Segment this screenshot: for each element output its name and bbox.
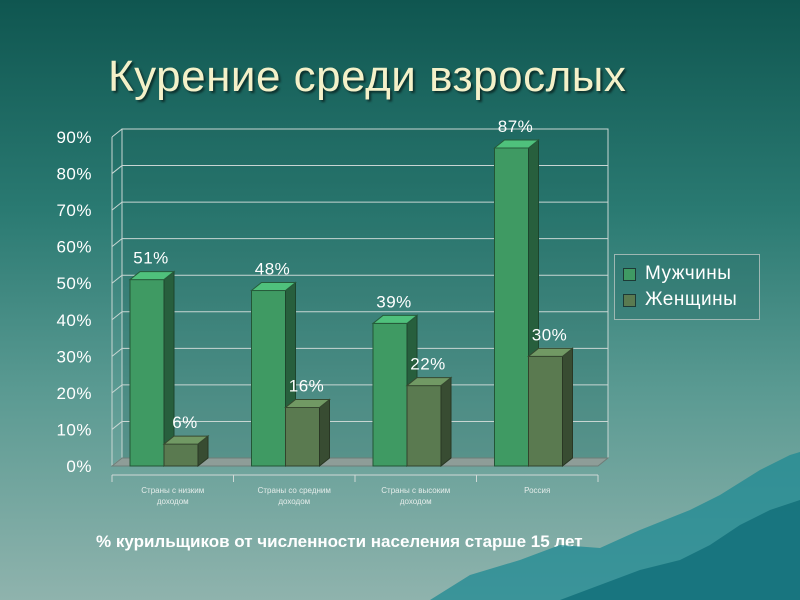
y-tick-label: 30% (56, 347, 92, 366)
y-tick-label: 40% (56, 311, 92, 330)
x-category-label-line2: доходом (278, 497, 310, 506)
legend-swatch-men (623, 267, 636, 281)
gridline-depth (111, 201, 123, 211)
bar (251, 290, 286, 467)
gridline-depth (111, 165, 123, 174)
bar-top (128, 271, 176, 281)
gridline-depth (111, 311, 123, 321)
y-tick-label: 90% (56, 128, 92, 147)
y-tick-label: 80% (56, 165, 92, 184)
x-category-label: Россия (524, 486, 550, 495)
legend-item-women: Женщины (623, 287, 759, 313)
x-category-label-line2: доходом (157, 497, 189, 506)
data-label: 22% (410, 355, 446, 374)
data-label: 48% (255, 260, 291, 279)
mountain-front (560, 500, 800, 600)
gridline-depth (111, 274, 123, 284)
slide-title: Курение среди взрослых (108, 52, 627, 101)
gridline-depth (111, 238, 123, 248)
bar (494, 147, 529, 467)
data-label: 51% (133, 249, 169, 268)
x-category-label: Страны с высоким (381, 486, 450, 495)
bar-top (162, 435, 210, 445)
x-category-label-line2: доходом (400, 497, 432, 506)
data-label: 87% (498, 117, 534, 136)
y-tick-label: 20% (56, 384, 92, 403)
bar (528, 355, 563, 467)
gridline-depth (111, 347, 123, 357)
data-label: 16% (289, 377, 325, 396)
y-tick-label: 10% (56, 420, 92, 439)
legend-label-women: Женщины (645, 289, 738, 310)
bar-top (371, 314, 419, 324)
bar-top (493, 139, 540, 149)
bar-top (284, 399, 331, 409)
y-tick-label: 60% (56, 238, 92, 257)
data-label: 30% (532, 325, 568, 344)
bar-top (250, 282, 297, 292)
gridline-depth (111, 421, 123, 430)
gridline-depth (111, 384, 123, 394)
y-tick-label: 70% (56, 201, 92, 220)
y-tick-label: 50% (56, 274, 92, 293)
bar-top (527, 347, 574, 357)
bar (129, 279, 165, 467)
legend-item-men: Мужчины (623, 261, 759, 287)
chart-footnote: % курильщиков от численности населения с… (96, 532, 583, 551)
gridline-depth (111, 128, 123, 138)
x-category-label: Страны с низким (141, 486, 204, 495)
chart-legend: Мужчины Женщины (614, 254, 760, 320)
bar-top (405, 377, 453, 387)
data-label: 39% (376, 292, 412, 311)
x-category-label: Страны со средним (258, 486, 331, 495)
y-tick-label: 0% (66, 457, 92, 476)
legend-swatch-women (623, 293, 636, 307)
legend-label-men: Мужчины (645, 263, 732, 284)
data-label: 6% (172, 413, 198, 432)
